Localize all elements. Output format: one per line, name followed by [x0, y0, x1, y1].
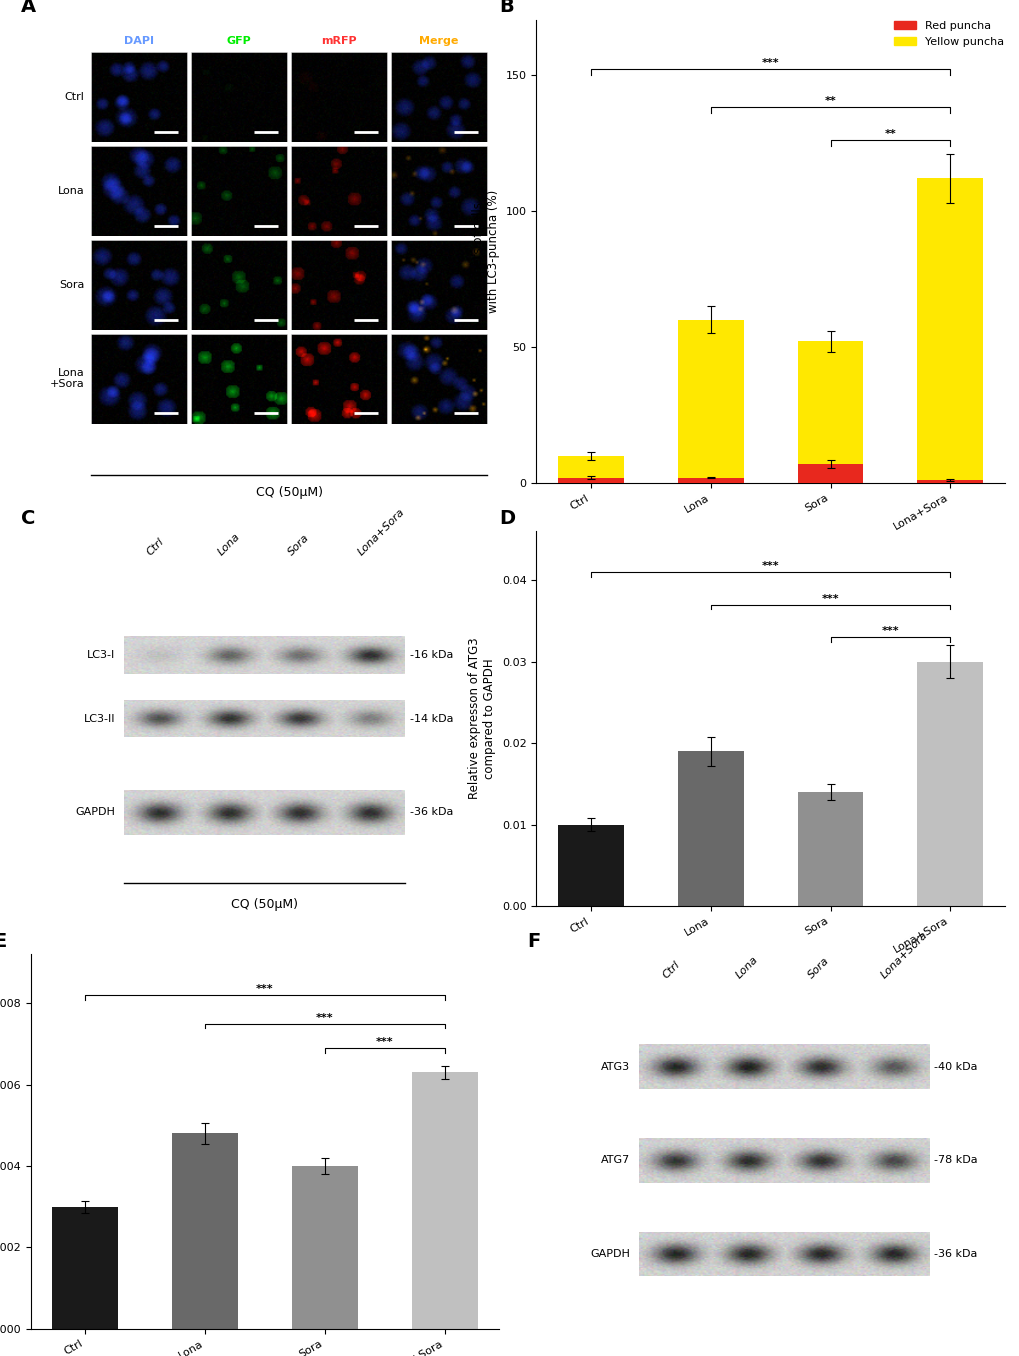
Text: mRFP: mRFP	[321, 35, 357, 46]
Text: Sora: Sora	[285, 533, 311, 557]
Text: -14 kDa: -14 kDa	[410, 713, 453, 724]
Text: ***: ***	[761, 561, 779, 571]
Legend: Red puncha, Yellow puncha: Red puncha, Yellow puncha	[889, 16, 1008, 52]
Text: Sora: Sora	[59, 279, 85, 290]
Text: GAPDH: GAPDH	[75, 807, 115, 818]
Text: Merge: Merge	[419, 35, 458, 46]
Text: B: B	[498, 0, 514, 16]
Text: CQ (50μM): CQ (50μM)	[256, 487, 322, 499]
Bar	[291, 1166, 358, 1329]
Text: -78 kDa: -78 kDa	[933, 1155, 977, 1165]
Bar	[171, 1134, 237, 1329]
Text: E: E	[0, 932, 6, 951]
Text: LC3-I: LC3-I	[87, 650, 115, 660]
Bar	[797, 464, 863, 483]
Bar	[677, 320, 743, 483]
Text: Lona: Lona	[215, 532, 242, 557]
Text: LC3-II: LC3-II	[84, 713, 115, 724]
Bar	[916, 480, 982, 483]
Text: Ctrl: Ctrl	[660, 960, 682, 980]
Bar	[677, 751, 743, 906]
Text: DAPI: DAPI	[124, 35, 154, 46]
Text: ***: ***	[376, 1037, 393, 1047]
Text: **: **	[823, 96, 836, 106]
Text: Lona+Sora: Lona+Sora	[878, 930, 928, 980]
Text: -36 kDa: -36 kDa	[410, 807, 452, 818]
Bar	[797, 342, 863, 483]
Text: ***: ***	[256, 984, 273, 994]
Text: GAPDH: GAPDH	[590, 1249, 630, 1258]
Text: ATG7: ATG7	[600, 1155, 630, 1165]
Text: ***: ***	[316, 1013, 333, 1022]
Bar	[677, 477, 743, 483]
Text: ***: ***	[821, 594, 839, 603]
Text: **: **	[883, 129, 896, 138]
Bar	[412, 1073, 477, 1329]
Bar	[916, 178, 982, 483]
Text: D: D	[498, 508, 515, 527]
Text: Sora: Sora	[806, 956, 830, 980]
Bar	[557, 456, 623, 483]
Text: A: A	[21, 0, 37, 16]
Text: GFP: GFP	[226, 35, 252, 46]
Text: Ctrl: Ctrl	[145, 537, 166, 557]
Bar	[916, 662, 982, 906]
Bar	[557, 477, 623, 483]
Bar	[557, 824, 623, 906]
Y-axis label: Relative expresson of ATG3
compared to GAPDH: Relative expresson of ATG3 compared to G…	[468, 637, 496, 800]
Text: Ctrl: Ctrl	[64, 92, 85, 102]
Text: -16 kDa: -16 kDa	[410, 650, 452, 660]
Text: Lona
+Sora: Lona +Sora	[50, 367, 85, 389]
Text: Lona: Lona	[58, 186, 85, 195]
Text: ***: ***	[880, 626, 899, 636]
Text: ATG3: ATG3	[600, 1062, 630, 1071]
Text: CQ (50μM): CQ (50μM)	[231, 899, 298, 911]
Text: Lona: Lona	[733, 955, 759, 980]
Bar	[797, 792, 863, 906]
Y-axis label: Numbers of cells
with LC3-puncha (%): Numbers of cells with LC3-puncha (%)	[472, 190, 499, 313]
Text: Lona+Sora: Lona+Sora	[356, 507, 407, 557]
Text: -40 kDa: -40 kDa	[933, 1062, 977, 1071]
Bar	[52, 1207, 118, 1329]
Text: -36 kDa: -36 kDa	[933, 1249, 977, 1258]
Text: C: C	[21, 508, 36, 527]
Text: F: F	[527, 932, 540, 951]
Text: ***: ***	[761, 58, 779, 68]
